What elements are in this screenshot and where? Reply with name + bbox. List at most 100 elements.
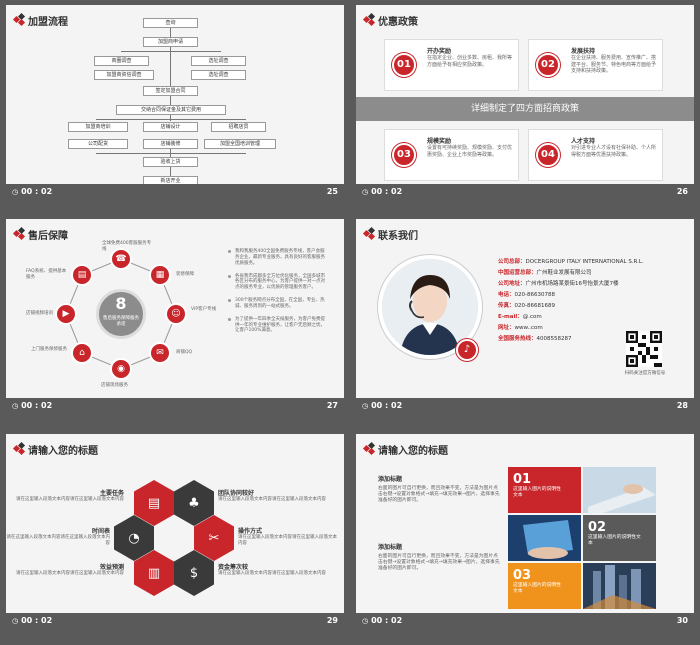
page-number: 28 <box>676 401 688 410</box>
policy-card: 01 开办奖励 在指定企业、创业多数、房租、我所等方面给予有相应奖励政策。 <box>384 39 519 91</box>
slide-title: 售后保障 <box>28 231 68 242</box>
tile-03: 03 这里输入图片的说明性文本 <box>508 563 581 609</box>
page-number: 30 <box>676 616 688 625</box>
text-block: 添加标题 右面的图片可自行更换，而且效果不变，方法是为图片点击右键→设置对象格式… <box>378 476 500 504</box>
policy-text: 对引进专业人才设有社保补助、个人所得税方面等优惠扶持政策。 <box>571 145 657 158</box>
flow-step: 加盟商申请 <box>143 37 198 47</box>
policy-text: 在企业扶持、服务费用、宣传推广、搭建平台、服务节、特色电商等方面给予支持和扶持政… <box>571 55 657 74</box>
slide-26[interactable]: 优惠政策 01 开办奖励 在指定企业、创业多数、房租、我所等方面给予有相应奖励政… <box>356 5 694 200</box>
logo-icon <box>12 12 26 27</box>
bullet-item: 各省我市成都多全方位优化服务，全国多城市各区分布的服务中心，为客户提供一对一点对… <box>228 274 328 292</box>
left-point: 主要任务 请在这里输入段落文本内容请在这里输入段落文本内容 <box>16 490 124 502</box>
flow-step: 交纳合同保证金及其它费用 <box>116 105 226 115</box>
contact-row: 传真：020-86681689 <box>498 303 555 309</box>
policy-text: 设置有可持续奖励、规模奖励、支付优惠奖励、企业上市奖励等政策。 <box>427 145 513 158</box>
slide-title: 优惠政策 <box>378 17 418 28</box>
chart-icon: ▥ <box>134 550 174 596</box>
right-point: 资金筹次较 请在这里输入段落文本内容请在这里输入段落文本内容 <box>218 564 326 576</box>
ring-label: 商铺QQ <box>176 350 193 355</box>
bullet-item: 300个服务网点分布全国，在全国，专业、热诚、服务周到的一站式服务。 <box>228 298 328 310</box>
grid-icon: ▦ <box>149 264 171 286</box>
chat-icon: ✉ <box>149 342 171 364</box>
policy-head: 发展扶持 <box>571 48 596 55</box>
timer: 00 : 02 <box>21 187 53 196</box>
timer: 00 : 02 <box>371 187 403 196</box>
home-icon: ⌂ <box>71 342 93 364</box>
policy-banner: 详细制定了四方面招商政策 <box>356 97 694 121</box>
policy-card: 03 规模奖励 设置有可持续奖励、规模奖励、支付优惠奖励、企业上市奖励等政策。 <box>384 129 519 181</box>
ring-label: FAQ系统、提供基本服务 <box>26 269 67 280</box>
logo-icon <box>362 441 376 456</box>
ring-label: 店铺视频培训 <box>26 311 53 316</box>
contact-row[interactable]: E-mail：@.com <box>498 314 542 320</box>
clock-icon: ◷ <box>362 188 369 196</box>
slide-29[interactable]: 请输入您的标题 ▤ ♣ ◔ ✂ ▥ $ 主要任务 请在这里输入段落文本内容请在这… <box>6 434 344 629</box>
right-point: 操作方式 请在这里输入段落文本内容请在这里输入段落文本内容 <box>238 528 337 546</box>
doc-icon: ▤ <box>71 264 93 286</box>
slide-28[interactable]: 联系我们 ♪ 公司总部：DOCERGROUP ITALY INTERNATION… <box>356 219 694 414</box>
contact-row: 公司地址：广州市机场路某景街16号怡景大厦7楼 <box>498 281 619 287</box>
policy-head: 开办奖励 <box>427 48 452 55</box>
clock-icon: ◷ <box>12 188 19 196</box>
flow-step: 选址调查 <box>191 56 246 66</box>
slide-footer: ◷ 00 : 02 26 <box>356 184 694 200</box>
center-badge: 8 售后服务保障服务承诺 <box>96 289 146 339</box>
microphone-icon: ♪ <box>456 339 478 361</box>
signal-icon: ◉ <box>110 358 132 380</box>
slide-title: 加盟流程 <box>28 17 68 28</box>
tech-photo <box>508 515 581 561</box>
timer: 00 : 02 <box>371 616 403 625</box>
policy-number: 03 <box>392 143 416 167</box>
clock-icon: ◔ <box>114 515 154 561</box>
contact-list: 公司总部：DOCERGROUP ITALY INTERNATIONAL S.R.… <box>498 257 644 345</box>
slide-27[interactable]: 售后保障 8 售后服务保障服务承诺 ☎ ▦ ☺ ✉ ◉ ⌂ ▶ ▤ 全球免费40… <box>6 219 344 414</box>
flow-step: 查询 <box>143 18 198 28</box>
policy-number: 02 <box>536 53 560 77</box>
keyboard-photo <box>583 467 656 513</box>
flow-step: 选址调查 <box>191 70 246 80</box>
phone-icon: ☎ <box>110 248 132 270</box>
ring-label: 装修保障 <box>176 272 194 277</box>
left-point: 时间表 请在这里输入段落文本内容请在这里输入段落文本内容 <box>6 528 111 546</box>
flow-step: 招聘店员 <box>211 122 266 132</box>
policy-card: 02 发展扶持 在企业扶持、服务费用、宣传推广、搭建平台、服务节、特色电商等方面… <box>528 39 663 91</box>
slide-footer: ◷ 00 : 02 29 <box>6 613 344 629</box>
policy-head: 规模奖励 <box>427 138 452 145</box>
clock-icon: ◷ <box>362 402 369 410</box>
ring-label: 全球免费400客服服务专线 <box>102 241 152 252</box>
tile-02: 02 这里输入图片的说明性文本 <box>583 515 656 561</box>
logo-icon <box>362 12 376 27</box>
ring-label: VIP客户专线 <box>191 307 217 312</box>
flow-step: 加盟商培训 <box>68 122 128 132</box>
slide-25[interactable]: 加盟流程 查询 加盟商申请 商圈调查 选址调查 加盟商资信调查 选址调查 签定加… <box>6 5 344 200</box>
flow-step: 公司配货 <box>68 139 128 149</box>
slide-footer: ◷ 00 : 02 27 <box>6 398 344 414</box>
qr-caption: 扫码关注官方微信号 <box>624 371 666 376</box>
contact-row: 全国服务热线：4008558287 <box>498 336 572 342</box>
clock-icon: ◷ <box>12 402 19 410</box>
contact-row: 中国运营总部：广州鞋业发展有限公司 <box>498 270 592 276</box>
ring-label: 店铺现场服务 <box>101 383 128 388</box>
bullet-item: 为了提供一年四季全天候服务，为客户免费提供一年的专业维护服务，让客户无后顾之忧，… <box>228 317 328 335</box>
flow-step: 商圈调查 <box>94 56 149 66</box>
flow-step: 加盟全国培训管理 <box>204 139 276 149</box>
flow-step: 签定加盟合同 <box>143 86 198 96</box>
slide-title: 联系我们 <box>378 231 418 242</box>
logo-icon <box>362 226 376 241</box>
city-photo <box>583 563 656 609</box>
timer: 00 : 02 <box>21 616 53 625</box>
bullet-list: 我和我服务400全国免费服务专线，客户会服务企业，最新专业服务，具有良好的客服服… <box>228 249 328 334</box>
slide-30[interactable]: 请输入您的标题 添加标题 右面的图片可自行更换，而且效果不变，方法是为图片点击右… <box>356 434 694 629</box>
contact-row[interactable]: 网址：www..com <box>498 325 543 331</box>
flow-step: 加盟商资信调查 <box>94 70 154 80</box>
right-point: 团队协同较好 请在这里输入段落文本内容请在这里输入段落文本内容 <box>218 490 326 502</box>
logo-icon <box>12 226 26 241</box>
policy-text: 在指定企业、创业多数、房租、我所等方面给予有相应奖励政策。 <box>427 55 513 68</box>
policy-head: 人才支持 <box>571 138 596 145</box>
text-block: 添加标题 右面的图片可自行更换，而且效果不变，方法是为图片点击右键→设置对象格式… <box>378 544 500 572</box>
logo-icon <box>12 441 26 456</box>
flow-step: 验收上货 <box>143 157 198 167</box>
video-icon: ▶ <box>55 303 77 325</box>
left-point: 效益预测 请在这里输入段落文本内容请在这里输入段落文本内容 <box>16 564 124 576</box>
flow-step: 店铺设计 <box>143 122 198 132</box>
